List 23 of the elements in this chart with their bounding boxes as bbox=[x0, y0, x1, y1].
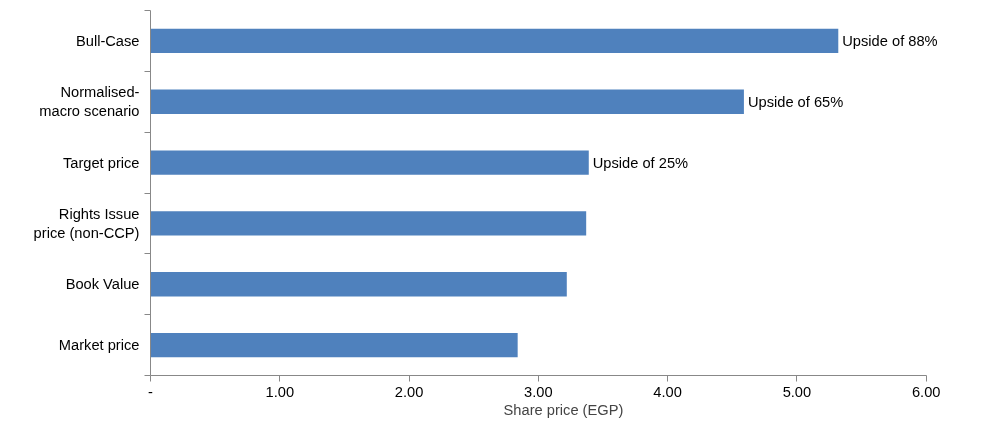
y-tick-label: Bull-Case bbox=[75, 32, 140, 49]
bar bbox=[150, 211, 587, 236]
x-tick-label: 3.00 bbox=[524, 383, 553, 400]
annotation: Upside of 25% bbox=[592, 154, 689, 171]
x-tick-label: 4.00 bbox=[653, 383, 682, 400]
y-tick-label: Target price bbox=[62, 154, 140, 171]
annotation: Upside of 88% bbox=[842, 32, 938, 49]
x-tick-label: 5.00 bbox=[782, 383, 812, 400]
bar bbox=[150, 272, 567, 297]
x-tick-label: - bbox=[148, 383, 154, 400]
y-tick-label: Book Value bbox=[65, 276, 140, 293]
y-tick-label: Market price bbox=[58, 337, 140, 354]
bar bbox=[150, 332, 518, 358]
bar bbox=[150, 28, 839, 54]
y-tick-label: Normalised- macro scenario bbox=[39, 84, 140, 120]
x-tick-label: 6.00 bbox=[911, 383, 941, 400]
annotation: Upside of 65% bbox=[747, 93, 844, 110]
bar bbox=[150, 150, 589, 175]
x-tick-label: 1.00 bbox=[265, 383, 295, 400]
y-tick-label: Rights Issue price (non-CCP) bbox=[33, 205, 140, 242]
x-tick-label: 2.00 bbox=[394, 383, 424, 400]
bar bbox=[150, 89, 744, 114]
x-axis-title: Share price (EGP) bbox=[503, 401, 624, 418]
